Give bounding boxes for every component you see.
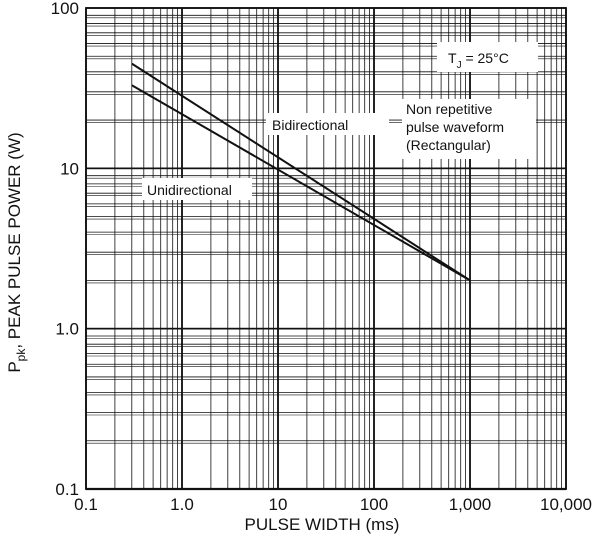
series-label-box (142, 178, 252, 200)
y-axis-title-sub: pk (14, 348, 28, 362)
grid (85, 7, 567, 491)
waveform-note-line: pulse waveform (406, 119, 504, 135)
x-tick-label: 1,000 (449, 495, 492, 514)
tj-note-rest: = 25°C (462, 50, 509, 66)
tj-note-box (437, 42, 538, 72)
series-line-bidirectional (131, 62, 471, 282)
series-label-bidirectional: Bidirectional (272, 117, 348, 133)
series-label-box (266, 113, 389, 135)
series-label-unidirectional: Unidirectional (147, 182, 232, 198)
tj-note: TJ = 25°C (448, 50, 509, 71)
series-line-unidirectional (131, 84, 471, 282)
waveform-note-line: (Rectangular) (406, 137, 491, 153)
x-tick-label: 1.0 (170, 495, 194, 514)
series-lines (131, 62, 471, 282)
x-tick-label: 100 (360, 495, 388, 514)
tj-note-sub: J (457, 60, 462, 71)
y-tick-label: 10 (60, 159, 79, 178)
tj-note-t: T (448, 50, 457, 66)
x-tick-label: 10 (269, 495, 288, 514)
tick-labels: 0.1 1.0 10 100 1,000 10,000 0.1 1.0 10 100 (51, 0, 592, 514)
y-tick-label: 100 (51, 0, 79, 18)
y-tick-label: 0.1 (55, 480, 79, 499)
waveform-note-line: Non repetitive (406, 101, 493, 117)
y-axis-title-rest: , PEAK PULSE POWER (W) (5, 132, 24, 348)
x-tick-label: 0.1 (74, 495, 98, 514)
annotations: Non repetitive pulse waveform (Rectangular… (142, 42, 538, 200)
x-tick-label: 10,000 (540, 495, 592, 514)
y-axis-title: Ppk, PEAK PULSE POWER (W) (5, 132, 28, 372)
y-tick-label: 1.0 (55, 320, 79, 339)
waveform-note-box (402, 99, 536, 159)
x-axis-title: PULSE WIDTH (ms) (245, 515, 400, 534)
y-axis-title-p: P (5, 361, 24, 372)
